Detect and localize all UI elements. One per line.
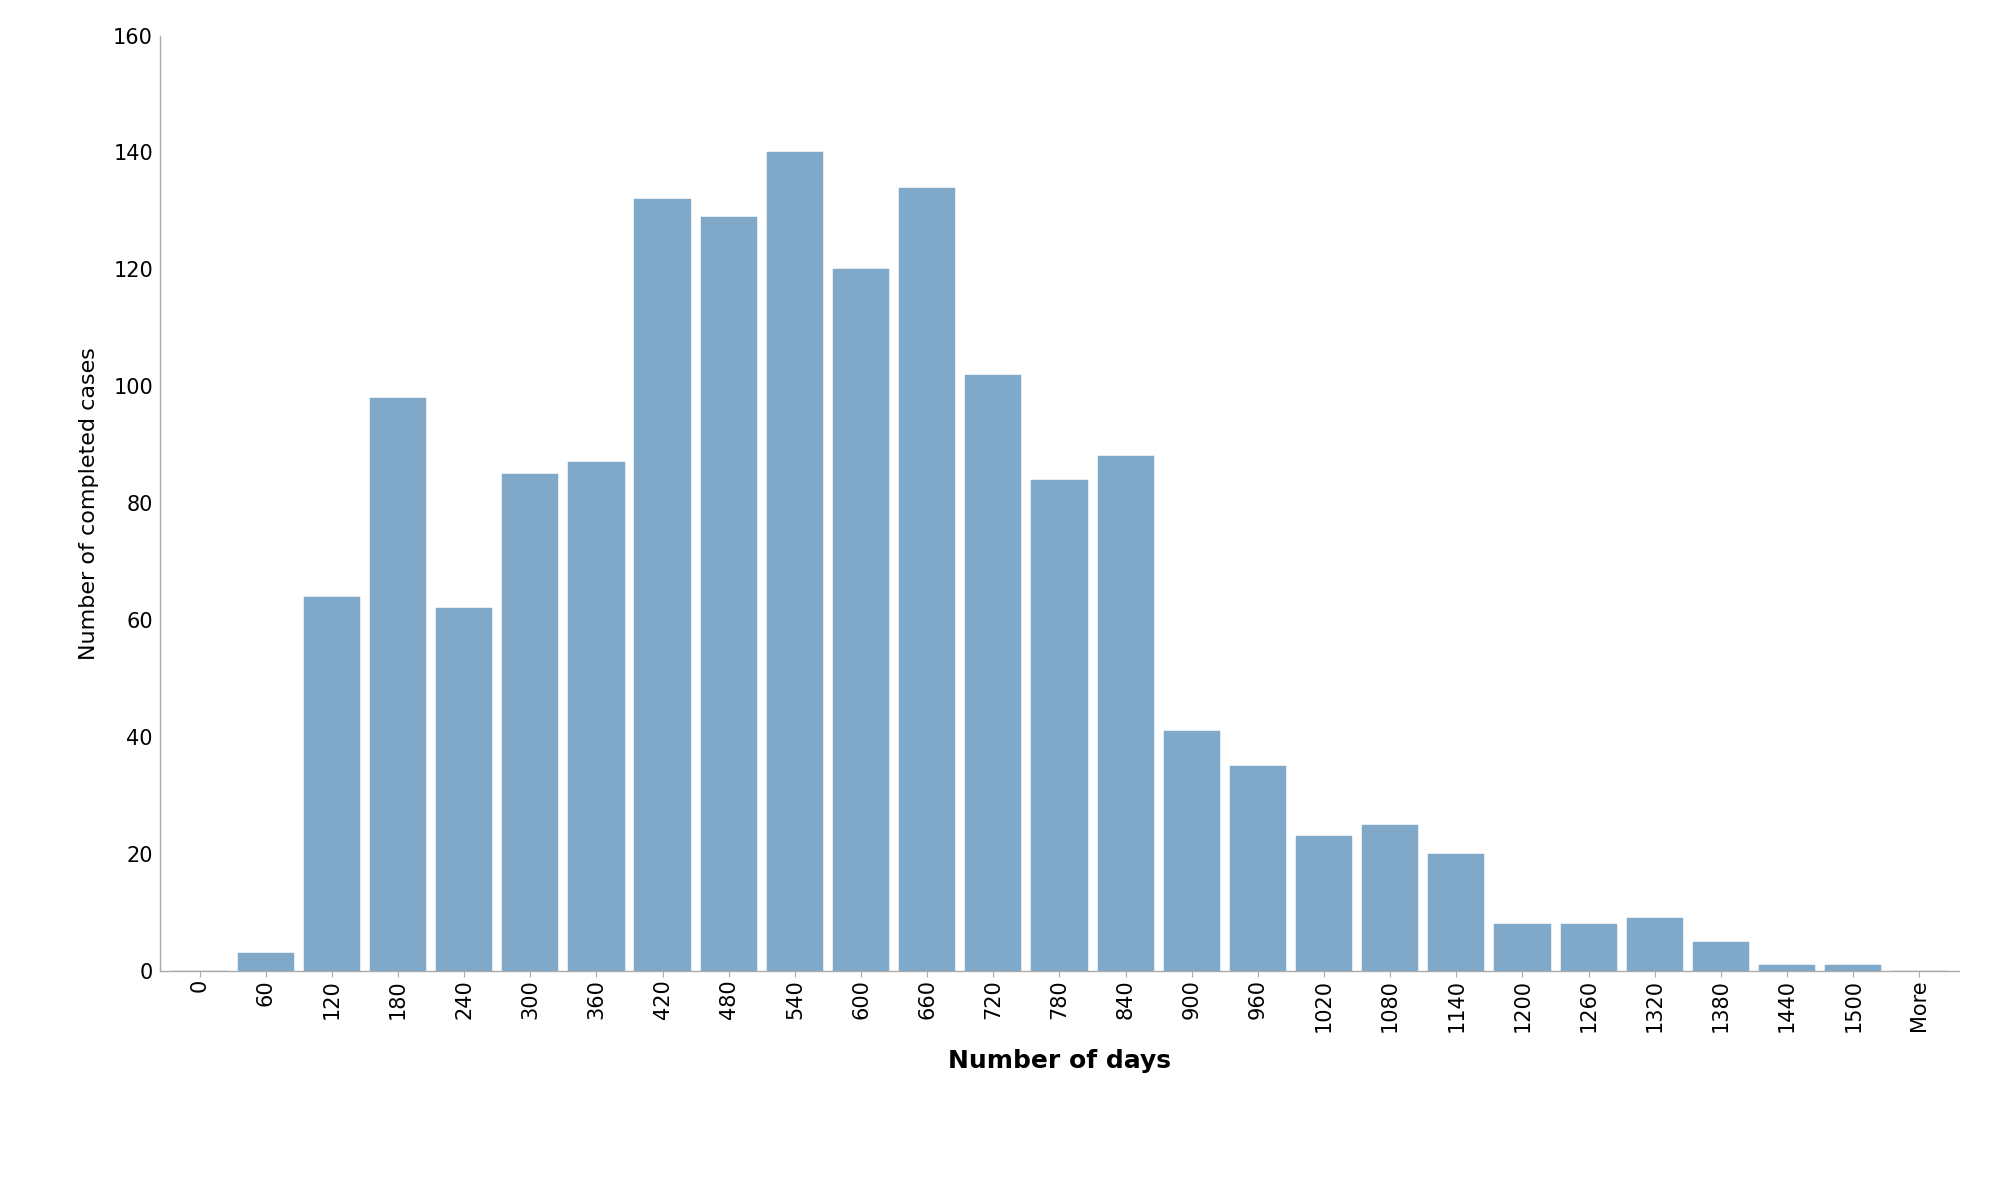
Bar <box>1692 941 1748 971</box>
Bar <box>699 217 757 971</box>
X-axis label: Number of days: Number of days <box>947 1049 1171 1073</box>
Bar <box>1560 925 1616 971</box>
Bar <box>1361 825 1419 971</box>
Bar <box>1427 854 1485 971</box>
Bar <box>1824 965 1880 971</box>
Bar <box>1097 456 1153 971</box>
Bar <box>1031 480 1087 971</box>
Bar <box>238 953 294 971</box>
Bar <box>833 269 889 971</box>
Bar <box>1295 836 1351 971</box>
Bar <box>965 374 1021 971</box>
Bar <box>633 199 691 971</box>
Bar <box>436 609 492 971</box>
Bar <box>1495 925 1550 971</box>
Bar <box>1163 732 1219 971</box>
Y-axis label: Number of completed cases: Number of completed cases <box>80 347 100 659</box>
Bar <box>1758 965 1814 971</box>
Bar <box>567 462 623 971</box>
Bar <box>767 153 823 971</box>
Bar <box>899 187 955 971</box>
Bar <box>501 474 557 971</box>
Bar <box>304 597 360 971</box>
Bar <box>1229 766 1285 971</box>
Bar <box>370 398 426 971</box>
Bar <box>1626 919 1682 971</box>
